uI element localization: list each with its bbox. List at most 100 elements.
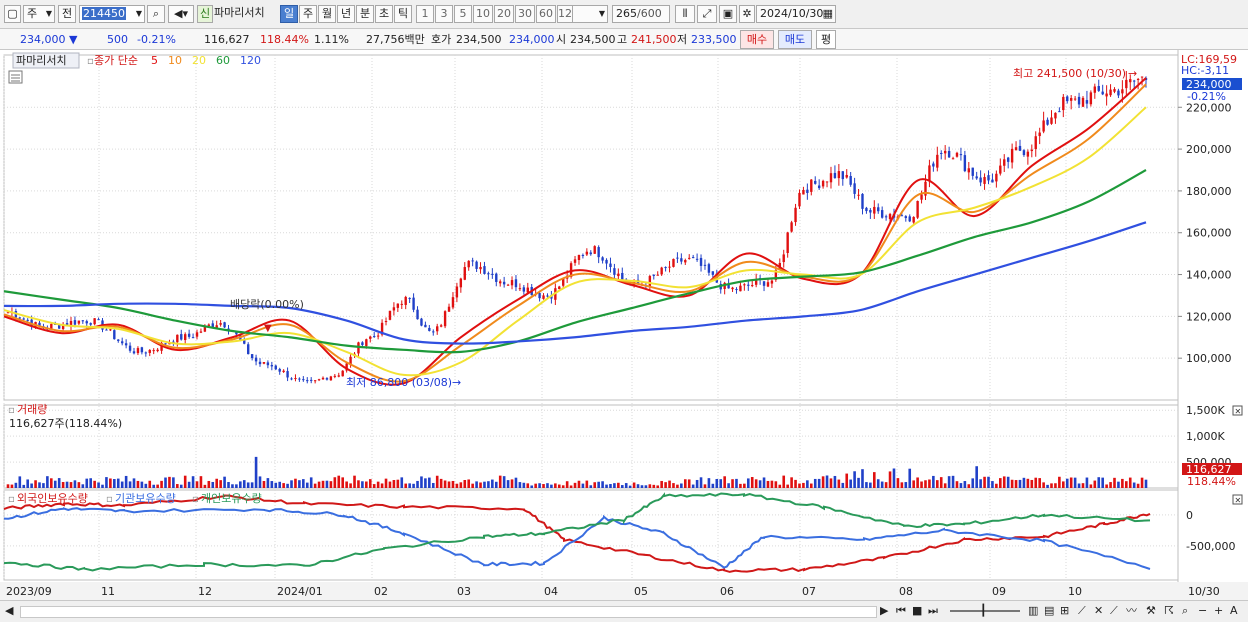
stop-icon[interactable]: ■ bbox=[912, 604, 922, 618]
price-candle-body bbox=[873, 207, 875, 214]
price-candle-body bbox=[991, 180, 993, 183]
volume-bar bbox=[893, 468, 896, 488]
volume-bar bbox=[940, 477, 943, 488]
volume-bar bbox=[1078, 484, 1081, 488]
trendline-icon[interactable]: ⟋ bbox=[1078, 604, 1086, 618]
period-tab-1[interactable]: 주 bbox=[299, 5, 317, 23]
candle-icon[interactable]: ⫴ bbox=[675, 5, 695, 23]
search-icon[interactable]: ⌕ bbox=[147, 5, 165, 23]
zoom-in-icon[interactable]: + bbox=[1214, 604, 1223, 618]
volume-bar bbox=[271, 481, 274, 488]
volume-bar bbox=[877, 479, 880, 488]
stock-chart[interactable]: 2023/09 11 12 2024/01 02 03 04 05 06 07 08 09 10220,… bbox=[0, 50, 1248, 600]
price-candle-body bbox=[578, 255, 580, 260]
price-candle-body bbox=[731, 288, 733, 289]
volume-bar bbox=[1101, 478, 1104, 488]
volume-bar bbox=[676, 485, 679, 488]
interval-tab-1[interactable]: 1 bbox=[416, 5, 434, 23]
volume-bar bbox=[727, 483, 730, 488]
volume-bar bbox=[822, 476, 825, 488]
scroll-right-icon[interactable]: ▶ bbox=[880, 604, 888, 618]
grid-icon[interactable]: ▤ bbox=[1044, 604, 1054, 618]
price-candle-body bbox=[527, 288, 529, 293]
period-tab-3[interactable]: 년 bbox=[337, 5, 355, 23]
period-tab-5[interactable]: 초 bbox=[375, 5, 393, 23]
price-candle-body bbox=[1133, 81, 1135, 82]
interval-tab-5[interactable]: 5 bbox=[454, 5, 472, 23]
font-size-icon[interactable]: A bbox=[1230, 604, 1238, 618]
tools-icon[interactable]: ⚒ bbox=[1146, 604, 1156, 618]
count-field[interactable]: 265/600 bbox=[612, 5, 670, 23]
buy-button[interactable]: 매수 bbox=[740, 30, 774, 49]
market-selector[interactable]: 주 ▼ bbox=[23, 5, 55, 23]
volume-bar bbox=[251, 482, 254, 488]
date-input[interactable]: 2024/10/30 ▦ bbox=[756, 5, 836, 23]
price-candle-body bbox=[121, 341, 123, 343]
volume-bar bbox=[645, 485, 648, 488]
volume-bar bbox=[141, 482, 144, 488]
volume-bar bbox=[267, 478, 270, 488]
interval-tab-30[interactable]: 30 bbox=[515, 5, 535, 23]
price-candle-body bbox=[605, 260, 607, 264]
volume-bar bbox=[558, 485, 561, 488]
gear-icon[interactable]: ✲ bbox=[739, 5, 755, 23]
volume-bar bbox=[444, 480, 447, 488]
volume-bar bbox=[357, 480, 360, 488]
stock-code-input[interactable]: 214450 ▼ bbox=[79, 5, 145, 23]
price-candle-body bbox=[857, 195, 859, 196]
scroll-left-icon[interactable]: ◀ bbox=[5, 604, 13, 618]
period-tab-6[interactable]: 틱 bbox=[394, 5, 412, 23]
wave-icon[interactable]: 〰 bbox=[1126, 604, 1137, 618]
price-candle-body bbox=[538, 293, 540, 298]
price-candle-body bbox=[597, 247, 599, 257]
speaker-icon[interactable]: ◀▾ bbox=[168, 5, 194, 23]
price-candle-body bbox=[271, 365, 273, 366]
stock-name: 파마리서치 bbox=[214, 5, 278, 23]
avg-button[interactable]: 평 bbox=[816, 30, 836, 49]
turnover-pct: 1.11% bbox=[314, 32, 349, 47]
price-candle-body bbox=[401, 304, 403, 305]
price-candle-body bbox=[763, 281, 765, 286]
period-tab-0[interactable]: 일 bbox=[280, 5, 298, 23]
interval-tab-10[interactable]: 10 bbox=[473, 5, 493, 23]
volume-bar bbox=[704, 484, 707, 488]
price-candle-body bbox=[86, 321, 88, 323]
draw-tool-icon[interactable]: ⤢ bbox=[697, 5, 717, 23]
interval-tab-60[interactable]: 60 bbox=[536, 5, 556, 23]
save-icon[interactable]: ▣ bbox=[719, 5, 737, 23]
price-candle-body bbox=[1098, 86, 1100, 91]
layout-icon[interactable]: ▥ bbox=[1028, 604, 1038, 618]
volume-bar bbox=[739, 484, 742, 488]
period-tab-2[interactable]: 월 bbox=[318, 5, 336, 23]
price-candle-body bbox=[660, 268, 662, 275]
zoom-slider-handle[interactable]: ┃ bbox=[980, 604, 987, 618]
interval-dropdown[interactable]: ▼ bbox=[572, 5, 608, 23]
chart-window-icon[interactable]: ▢ bbox=[4, 5, 21, 23]
compare-icon[interactable]: ⊞ bbox=[1060, 604, 1069, 618]
price-candle-body bbox=[286, 371, 288, 377]
draw-line-icon[interactable]: ⟋ bbox=[1110, 604, 1118, 618]
forward-icon[interactable]: ⏭ bbox=[928, 604, 938, 618]
cross-icon[interactable]: ✕ bbox=[1094, 604, 1103, 618]
interval-tab-20[interactable]: 20 bbox=[494, 5, 514, 23]
volume-bar bbox=[341, 477, 344, 488]
low-label: 저 bbox=[677, 32, 687, 47]
volume-bar bbox=[672, 483, 675, 488]
zoom-out-icon[interactable]: − bbox=[1198, 604, 1207, 618]
volume-bar bbox=[239, 481, 242, 488]
horizontal-scrollbar[interactable] bbox=[20, 606, 877, 618]
volume-bar bbox=[1145, 480, 1148, 488]
price-candle-body bbox=[444, 311, 446, 326]
price-candle-body bbox=[219, 323, 221, 325]
sell-button[interactable]: 매도 bbox=[778, 30, 812, 49]
volume-bar bbox=[613, 483, 616, 488]
zoom-icon[interactable]: ⌕ bbox=[1182, 604, 1188, 618]
all-button[interactable]: 전 bbox=[58, 5, 76, 23]
period-tab-4[interactable]: 분 bbox=[356, 5, 374, 23]
rewind-icon[interactable]: ⏮ bbox=[896, 604, 906, 618]
volume-bar bbox=[1133, 483, 1136, 488]
interval-tab-3[interactable]: 3 bbox=[435, 5, 453, 23]
drag-icon[interactable]: ☈ bbox=[1164, 604, 1174, 618]
price-candle-body bbox=[282, 371, 284, 372]
price-candle-body bbox=[786, 232, 788, 253]
